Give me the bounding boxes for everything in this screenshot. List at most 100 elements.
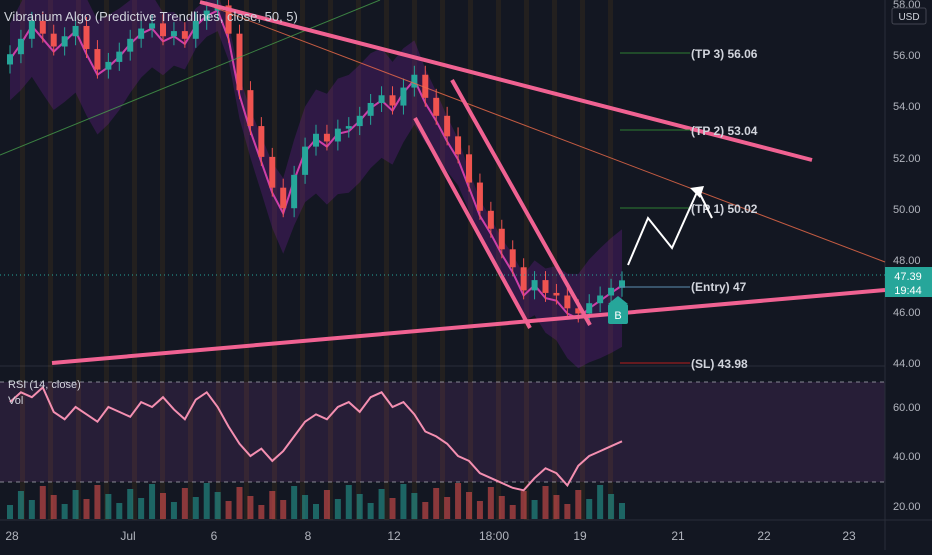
time-tick: 21 [671,529,685,543]
volume-bar [356,494,363,519]
price-tick: 48.00 [893,255,921,267]
session-stripe [272,0,277,520]
candle-body [203,10,210,21]
candle-body [269,156,276,188]
volume-bar [225,501,232,519]
candle-body [258,126,265,157]
session-stripe [608,0,613,520]
time-axis[interactable]: 28 Jul 6 8 12 18:00 19 21 22 23 [5,529,856,543]
candle-body [619,280,625,288]
candle-body [116,51,123,62]
candle-body [72,25,79,37]
current-price-badge [885,267,932,297]
session-stripe [20,0,25,520]
green-trendline [0,0,381,156]
time-tick: 19 [573,529,587,543]
session-stripe [496,0,501,520]
candle-body [138,28,145,39]
lower-support-trendline [51,288,886,365]
candle-body [291,174,298,209]
price-tick: 54.00 [893,101,921,113]
rsi-band [0,382,885,482]
session-stripe [244,0,249,520]
currency-badge[interactable] [891,7,927,25]
volume-bar [564,504,571,519]
volume-bar [258,505,265,519]
session-stripe [300,0,305,520]
volume-bar [400,484,407,519]
rsi-tick: 40.00 [893,451,921,463]
current-price: 47.39 [894,271,922,283]
volume-bar [280,500,287,519]
volume-bar [116,503,123,519]
candle-body [444,115,451,137]
entry-label: (Entry) 47 [691,280,747,294]
volume-bar [378,489,385,519]
session-stripe [412,0,417,520]
candle-body [61,36,68,47]
candle-body [236,33,243,91]
volume-bar [127,489,134,519]
volume-bar [422,502,429,519]
volume-bar [72,490,79,519]
volume-bar [236,487,243,519]
candle-body [225,5,232,34]
volume-bar [7,505,13,519]
price-pane [0,0,885,366]
price-tick: 52.00 [893,153,921,165]
volume-bar [61,504,68,519]
volume-bar [192,497,199,519]
session-stripe [384,0,389,520]
candle-body [520,267,527,291]
volume-bar [138,498,145,519]
predictive-trendline-thin [199,1,886,263]
candle-body [586,303,593,314]
candle-body [7,54,13,65]
candle-body [498,228,505,250]
session-stripe [524,0,529,520]
volume-bar [269,491,276,519]
volume-bar [520,491,527,519]
candle-body [433,97,440,116]
candle-body [553,292,560,296]
volume-bar [542,486,549,519]
rsi-label[interactable]: RSI (14, close) [8,379,81,391]
volume-bar [389,498,396,519]
candle-body [323,133,330,142]
session-stripe [132,0,137,520]
countdown-timer: 19:44 [894,285,922,297]
candle-body [389,95,396,106]
volume-bar [433,488,440,519]
vol-label[interactable]: Vol [8,395,23,407]
session-stripe [104,0,109,520]
rsi-line [9,385,623,492]
candle-body [83,25,90,50]
time-tick: 8 [305,529,312,543]
candle-body [313,133,319,147]
candle-body [105,61,112,70]
candle-body [367,102,374,116]
candle-body [455,136,462,155]
candle-body [564,295,571,309]
volume-bar [608,494,615,519]
volume-bar [94,485,101,519]
candle-body [17,38,24,55]
candle-body [94,49,101,70]
candle-body [280,187,287,209]
volume-bar [313,504,319,519]
volume-bar [334,499,341,519]
indicator-title[interactable]: Vibranium Algo (Predictive Trendlines, c… [4,9,298,24]
candle-body [160,23,166,37]
price-axis[interactable]: 58.00 56.00 54.00 52.00 50.00 48.00 46.0… [893,0,921,370]
candle-body [487,210,494,229]
volume-bar [149,484,156,519]
projection-arrowhead [690,186,704,198]
price-tick: 56.00 [893,50,921,62]
session-stripe [356,0,361,520]
candle-body [356,115,363,127]
rsi-tick: 60.00 [893,402,921,414]
volume-bar [586,499,593,519]
session-stripe [580,0,585,520]
